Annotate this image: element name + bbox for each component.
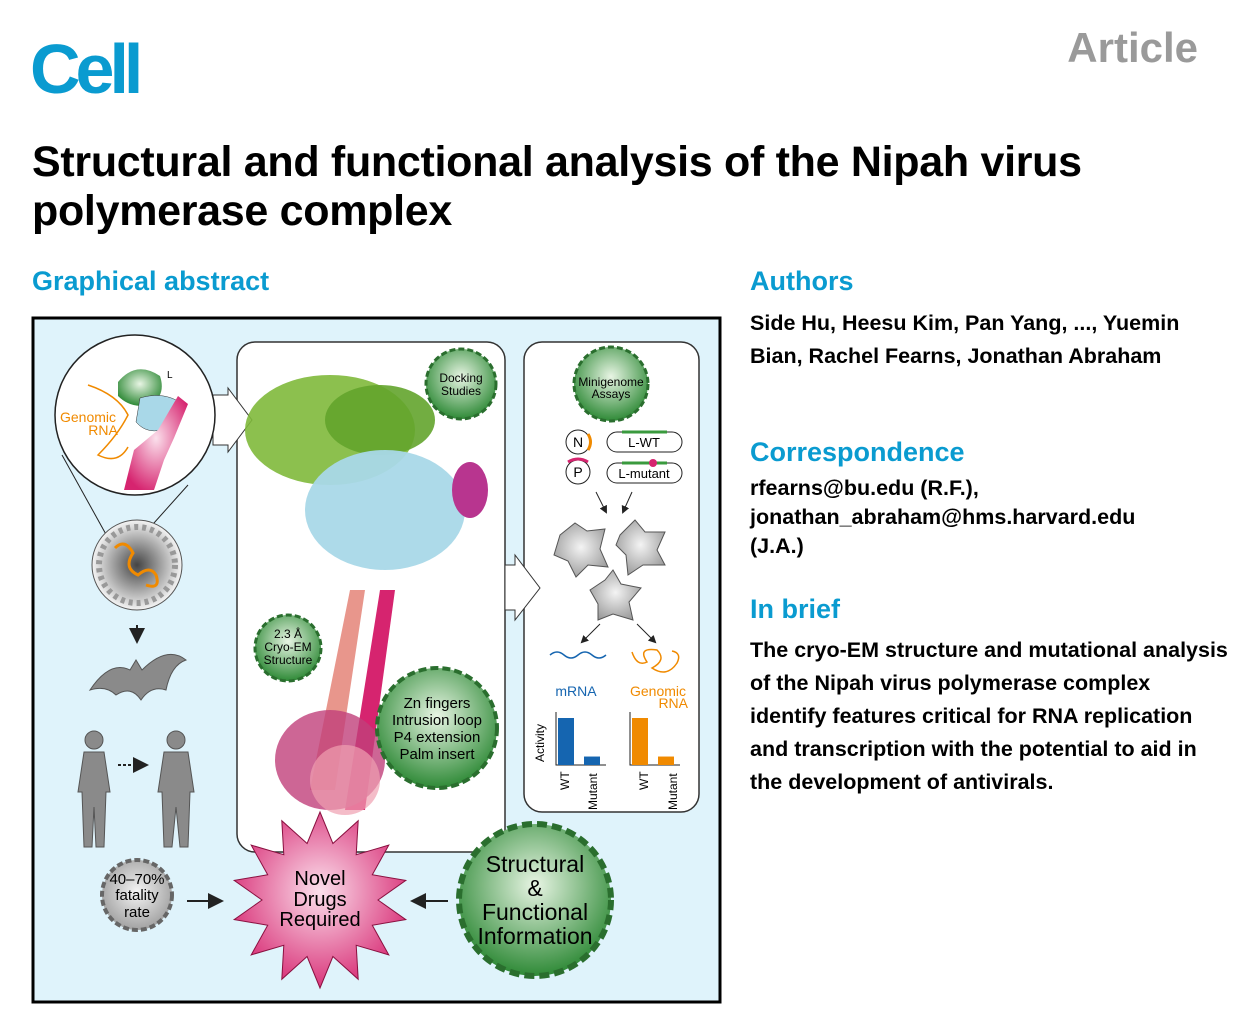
svg-text:rate: rate xyxy=(124,904,150,921)
svg-text:Mutant: Mutant xyxy=(666,773,680,810)
arrow-right-icon xyxy=(504,553,541,622)
in-brief-text: The cryo-EM structure and mutational ana… xyxy=(750,638,1228,794)
svg-text:Studies: Studies xyxy=(441,384,481,398)
svg-text:P4 extension: P4 extension xyxy=(394,729,481,746)
genomic-wt-bar xyxy=(632,718,648,765)
correspondence-initials: (J.A.) xyxy=(750,534,804,558)
p-protein-label: P xyxy=(573,464,582,480)
svg-text:Functional: Functional xyxy=(482,899,588,925)
svg-text:Information: Information xyxy=(477,923,592,949)
bat-icon xyxy=(88,653,188,701)
authors-heading: Authors xyxy=(750,266,854,296)
l-label: L xyxy=(167,370,173,381)
svg-text:L-mutant: L-mutant xyxy=(618,466,670,481)
in-brief-heading: In brief xyxy=(750,594,841,624)
arrow-right-icon xyxy=(212,386,253,454)
fatality-badge: 40–70% fatality rate xyxy=(100,858,174,932)
mrna-wt-bar xyxy=(558,718,574,765)
svg-text:Activity: Activity xyxy=(533,724,547,762)
polymerase-zoom-circle xyxy=(54,334,216,496)
svg-text:WT: WT xyxy=(558,771,572,790)
activity-bar-charts xyxy=(555,712,680,766)
features-badge: Zn fingers Intrusion loop P4 extension P… xyxy=(375,666,499,790)
virion-icon xyxy=(91,519,183,611)
article-type: Article xyxy=(1067,24,1198,71)
journal-logo: Cell xyxy=(30,30,143,108)
minigenome-badge: Minigenome Assays xyxy=(572,345,650,423)
svg-text:fatality: fatality xyxy=(115,887,159,904)
genomic-mutant-bar xyxy=(658,756,674,765)
svg-text:Genomic: Genomic xyxy=(60,409,116,425)
svg-text:mRNA: mRNA xyxy=(555,683,597,699)
correspondence-email-abraham[interactable]: jonathan_abraham@hms.harvard.edu xyxy=(750,505,1136,529)
svg-text:Genomic: Genomic xyxy=(630,683,686,699)
svg-text:Assays: Assays xyxy=(592,387,631,401)
svg-text:Intrusion loop: Intrusion loop xyxy=(392,712,482,729)
svg-text:2.3 Å: 2.3 Å xyxy=(274,626,302,641)
svg-text:Cryo-EM: Cryo-EM xyxy=(264,640,311,654)
svg-text:WT: WT xyxy=(637,771,651,790)
mrna-mutant-bar xyxy=(584,756,600,765)
cryo-em-structure-image xyxy=(245,375,488,815)
svg-text:RNA: RNA xyxy=(88,422,118,438)
svg-text:L-WT: L-WT xyxy=(628,435,660,450)
n-protein-label: N xyxy=(573,434,583,450)
docking-badge: Docking Studies xyxy=(424,347,498,421)
svg-text:Docking: Docking xyxy=(439,371,482,385)
cells-icon xyxy=(553,519,666,621)
svg-text:Mutant: Mutant xyxy=(586,773,600,810)
authors-list: Side Hu, Heesu Kim, Pan Yang, ..., Yuemi… xyxy=(750,311,1180,368)
structural-info-badge: Structural & Functional Information xyxy=(456,821,614,979)
article-title: Structural and functional analysis of th… xyxy=(32,138,1082,235)
svg-text:Palm insert: Palm insert xyxy=(399,746,475,763)
graphical-abstract-heading: Graphical abstract xyxy=(32,266,270,296)
correspondence-email-fearns[interactable]: rfearns@bu.edu (R.F.), xyxy=(750,476,979,500)
correspondence: rfearns@bu.edu (R.F.), jonathan_abraham@… xyxy=(750,474,1230,561)
svg-text:Novel: Novel xyxy=(294,868,345,890)
svg-text:40–70%: 40–70% xyxy=(109,871,164,888)
svg-text:Required: Required xyxy=(279,909,360,931)
svg-text:RNA: RNA xyxy=(658,695,688,711)
svg-text:Structure: Structure xyxy=(264,653,313,667)
svg-text:&: & xyxy=(527,875,542,901)
novel-drugs-badge: Novel Drugs Required xyxy=(232,810,408,990)
cryo-em-badge: 2.3 Å Cryo-EM Structure xyxy=(253,613,323,683)
svg-text:Drugs: Drugs xyxy=(293,889,346,911)
svg-text:Structural: Structural xyxy=(486,851,584,877)
svg-text:Zn fingers: Zn fingers xyxy=(404,695,471,712)
correspondence-heading: Correspondence xyxy=(750,437,965,467)
human-transmission-icon xyxy=(77,730,195,848)
svg-text:Minigenome: Minigenome xyxy=(578,375,644,389)
